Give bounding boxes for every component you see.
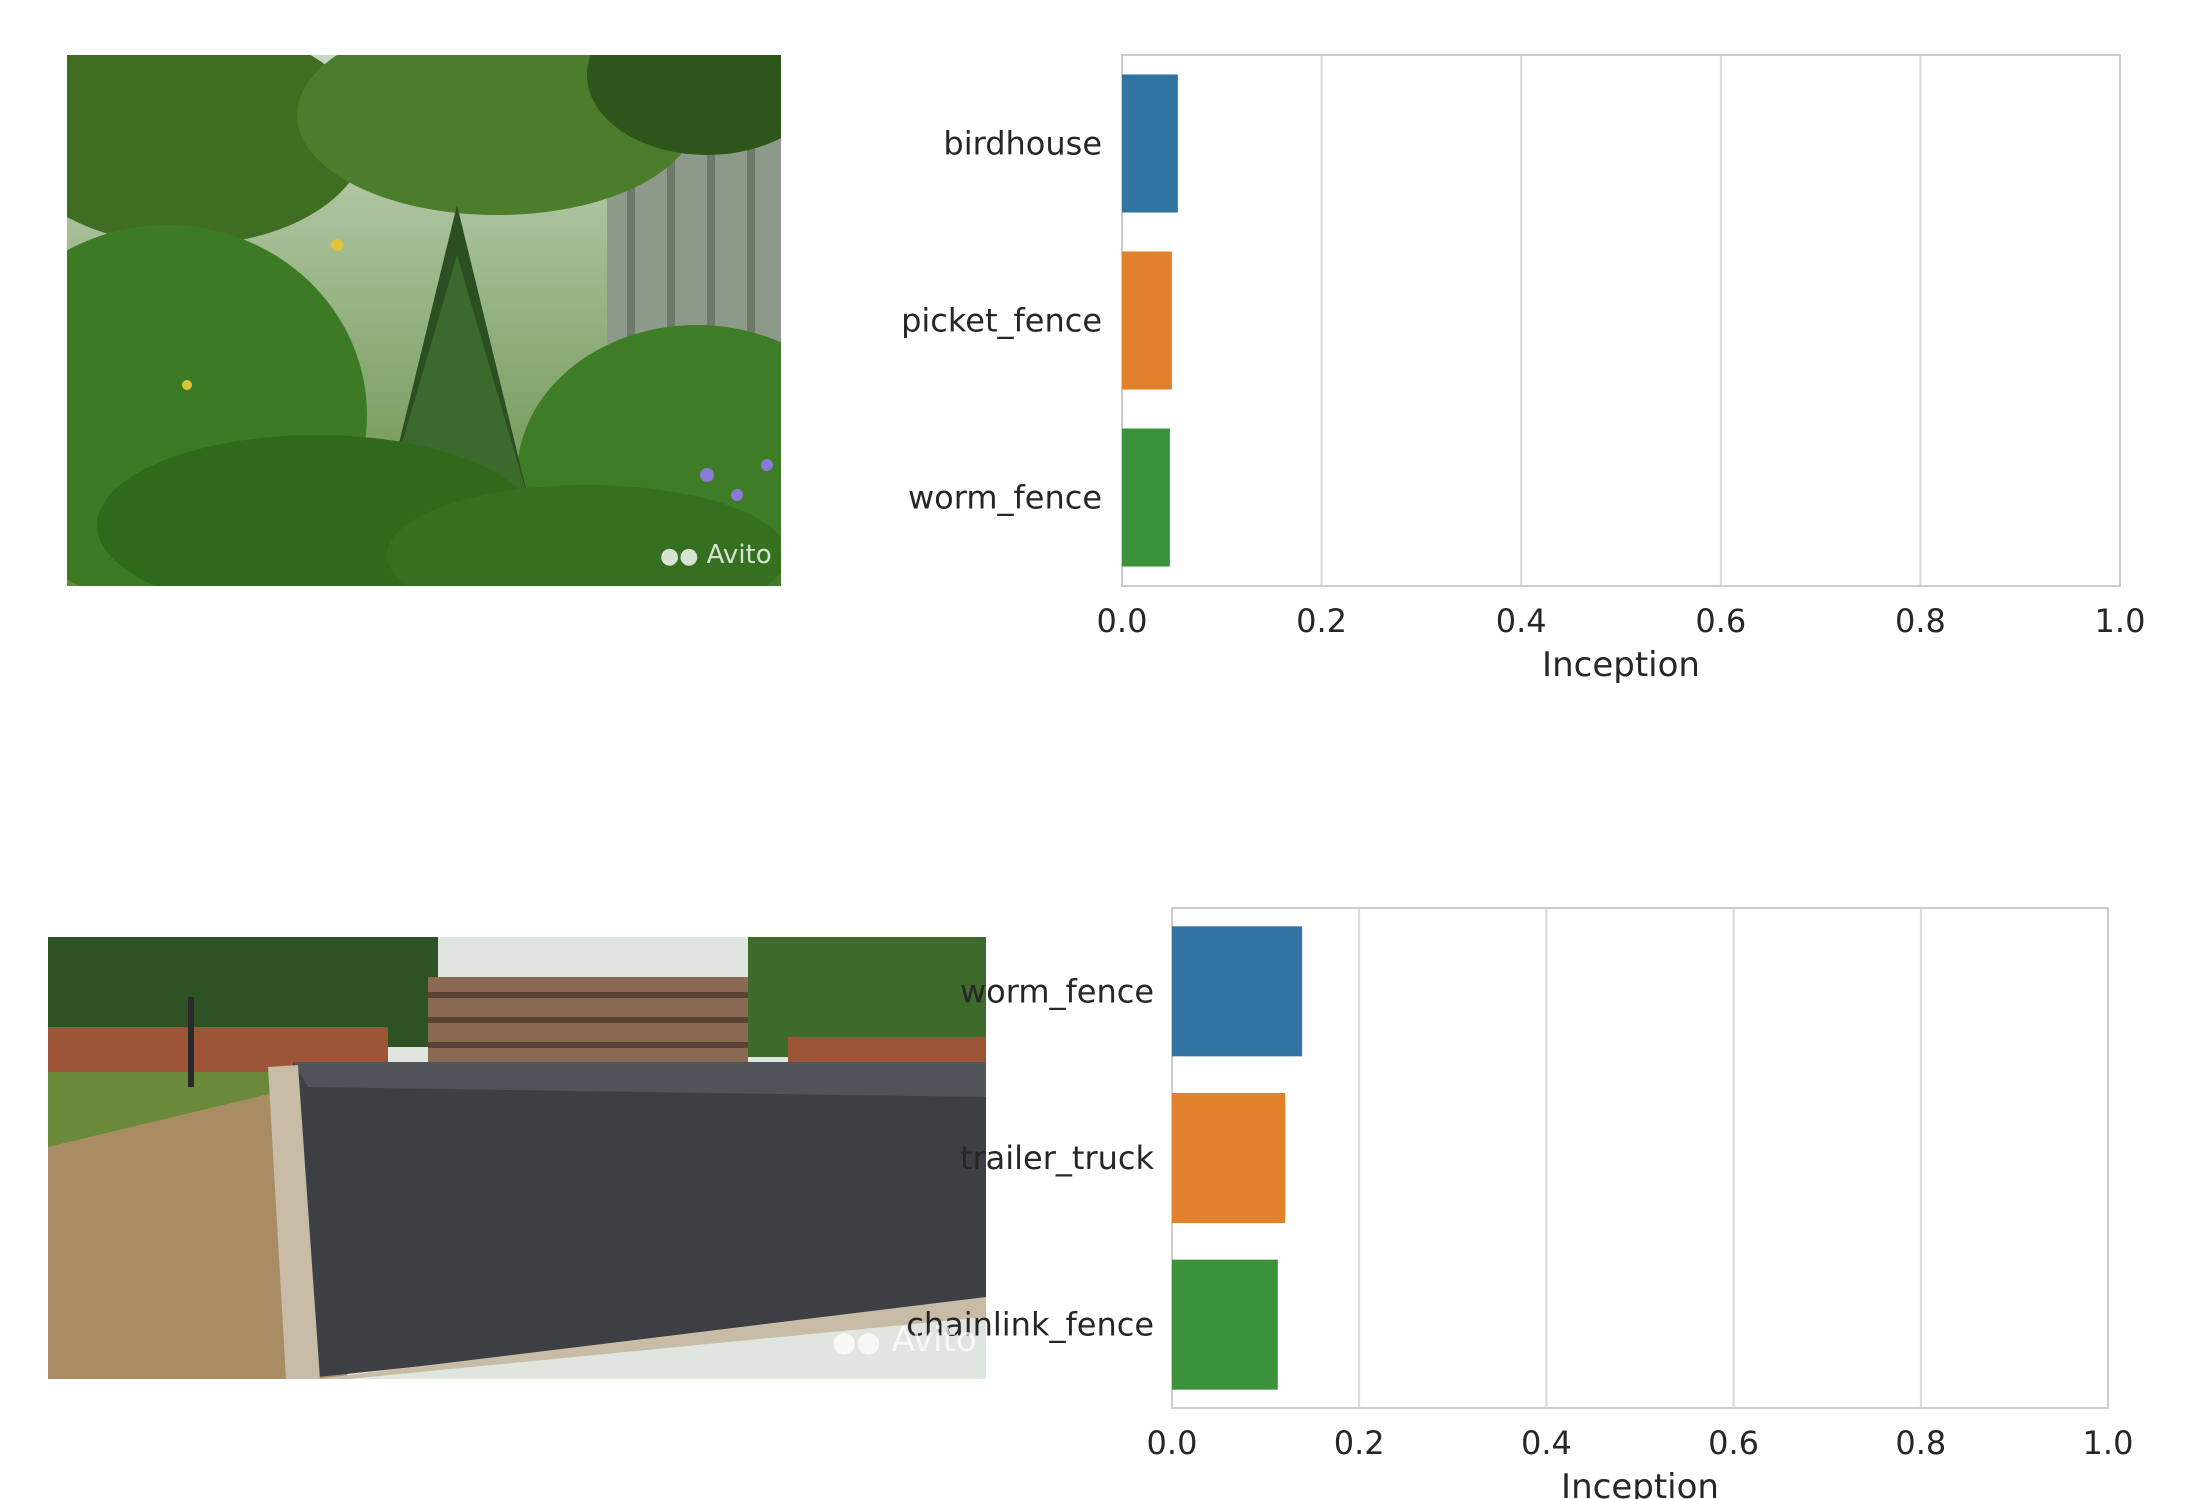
chart2-x-axis-title: Inception: [1561, 1467, 1719, 1499]
chart1-x-axis-title: Inception: [1542, 645, 1700, 685]
avito-logo-icon: ●●: [832, 1325, 881, 1358]
chart1-frame: [1121, 54, 2121, 587]
chart1-x-tick-label: 1.0: [2095, 602, 2146, 640]
chart1-bar-worm_fence: [1122, 428, 1170, 567]
watermark-2: ●● Avito: [832, 1320, 977, 1360]
chart1-x-tick-label: 0.6: [1695, 602, 1746, 640]
chart2-x-tick-label: 0.6: [1708, 1424, 1759, 1462]
chart2-category-label: chainlink_fence: [906, 1306, 1154, 1344]
chart2-category-label: trailer_truck: [960, 1139, 1155, 1177]
chart1-category-label: worm_fence: [908, 479, 1102, 517]
avito-logo-icon: ●●: [660, 544, 699, 569]
chart2-x-tick-label: 0.8: [1895, 1424, 1946, 1462]
chart2-bar-trailer_truck: [1172, 1093, 1286, 1223]
chart1-bar-picket_fence: [1122, 251, 1172, 390]
chart1-x-tick-label: 0.8: [1895, 602, 1946, 640]
chart1-x-tick-label: 0.2: [1296, 602, 1347, 640]
chart2-x-tick-label: 1.0: [2083, 1424, 2134, 1462]
chart2-x-tick-label: 0.4: [1521, 1424, 1572, 1462]
watermark-text-1: Avito: [706, 540, 772, 570]
watermark-1: ●● Avito: [660, 540, 772, 570]
chart2-category-label: worm_fence: [960, 972, 1154, 1010]
asphalt-lot-photo-icon: [48, 937, 986, 1379]
chart2-x-tick-label: 0.2: [1334, 1424, 1385, 1462]
garden-bushes-photo-icon: [67, 55, 781, 586]
chart1-category-label: picket_fence: [901, 302, 1102, 340]
chart2-frame: [1171, 907, 2109, 1409]
watermark-text-2: Avito: [891, 1320, 977, 1360]
chart2-bar-chainlink_fence: [1172, 1259, 1278, 1390]
chart2-x-tick-label: 0.0: [1147, 1424, 1198, 1462]
asphalt-photo: [48, 937, 986, 1379]
chart2-bar-worm_fence: [1172, 926, 1303, 1057]
chart1-x-tick-label: 0.4: [1496, 602, 1547, 640]
chart1-bar-birdhouse: [1122, 74, 1178, 213]
chart1-x-tick-label: 0.0: [1097, 602, 1148, 640]
garden-photo: [67, 55, 781, 586]
chart1-category-label: birdhouse: [943, 125, 1102, 163]
